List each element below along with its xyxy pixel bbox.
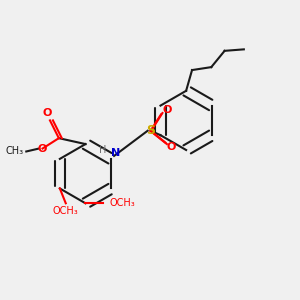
Text: OCH₃: OCH₃: [109, 198, 135, 208]
Text: O: O: [167, 142, 176, 152]
Text: H: H: [98, 145, 106, 155]
Text: O: O: [162, 105, 172, 115]
Text: O: O: [38, 143, 47, 154]
Text: N: N: [111, 148, 120, 158]
Text: OCH₃: OCH₃: [53, 206, 79, 216]
Text: CH₃: CH₃: [5, 146, 23, 157]
Text: S: S: [146, 124, 155, 137]
Text: O: O: [42, 108, 52, 118]
